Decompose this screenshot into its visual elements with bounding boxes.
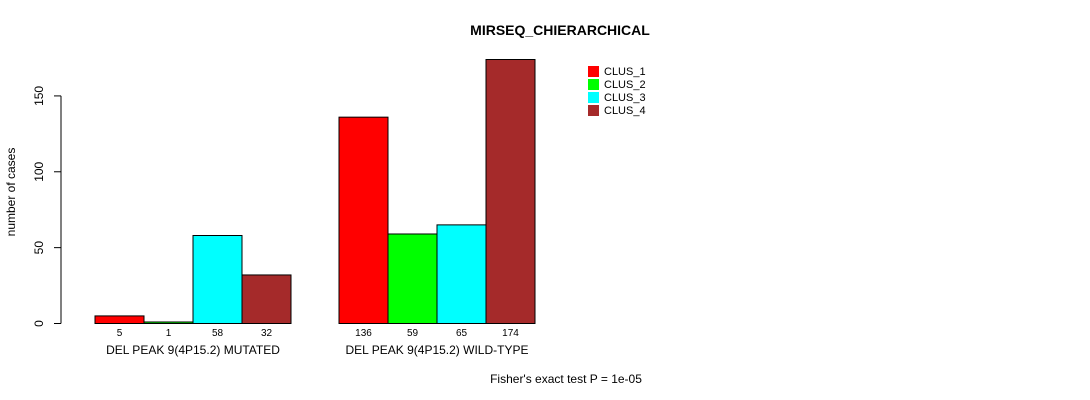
bar-value-label: 59 bbox=[407, 328, 419, 339]
bar-clus-1-group-1 bbox=[94, 315, 145, 324]
y-axis-label: number of cases bbox=[4, 148, 18, 237]
bar-clus-3-group-2 bbox=[436, 224, 487, 324]
y-tick-label: 0 bbox=[32, 320, 46, 327]
chart-title: MIRSEQ_CHIERARCHICAL bbox=[470, 22, 650, 38]
bar-clus-2-group-2 bbox=[387, 233, 438, 324]
y-tick-label: 50 bbox=[32, 241, 46, 255]
bar-clus-4-group-2 bbox=[485, 59, 536, 324]
bar-value-label: 65 bbox=[456, 328, 468, 339]
bar-clus-1-group-2 bbox=[338, 116, 389, 325]
bar-value-label: 5 bbox=[117, 328, 123, 339]
group-label-2: DEL PEAK 9(4P15.2) WILD-TYPE bbox=[346, 343, 529, 357]
group-label-1: DEL PEAK 9(4P15.2) MUTATED bbox=[106, 343, 280, 357]
bar-clus-3-group-1 bbox=[192, 235, 243, 324]
bar-clus-4-group-1 bbox=[241, 274, 292, 324]
legend-label: CLUS_1 bbox=[604, 66, 646, 78]
footnote: Fisher's exact test P = 1e-05 bbox=[490, 372, 642, 386]
bar-value-labels: 5 1 58 32 136 59 65 174 bbox=[117, 328, 520, 339]
bar-clus-2-group-1 bbox=[143, 321, 194, 324]
bar-value-label: 58 bbox=[212, 328, 224, 339]
legend-label: CLUS_2 bbox=[604, 79, 646, 91]
legend-label: CLUS_4 bbox=[604, 105, 646, 117]
bar-value-label: 174 bbox=[502, 328, 519, 339]
legend-swatch bbox=[588, 66, 599, 77]
y-axis: 0 50 100 150 bbox=[32, 86, 62, 327]
legend-swatch bbox=[588, 79, 599, 90]
bar-value-label: 136 bbox=[355, 328, 372, 339]
y-tick-label: 150 bbox=[32, 86, 46, 106]
legend-label: CLUS_3 bbox=[604, 92, 646, 104]
legend-swatch bbox=[588, 92, 599, 103]
group-labels: DEL PEAK 9(4P15.2) MUTATED DEL PEAK 9(4P1… bbox=[106, 343, 528, 357]
bar-value-label: 1 bbox=[166, 328, 172, 339]
bars bbox=[94, 59, 536, 325]
y-tick-label: 100 bbox=[32, 161, 46, 181]
bar-value-label: 32 bbox=[261, 328, 273, 339]
legend-swatch bbox=[588, 105, 599, 116]
